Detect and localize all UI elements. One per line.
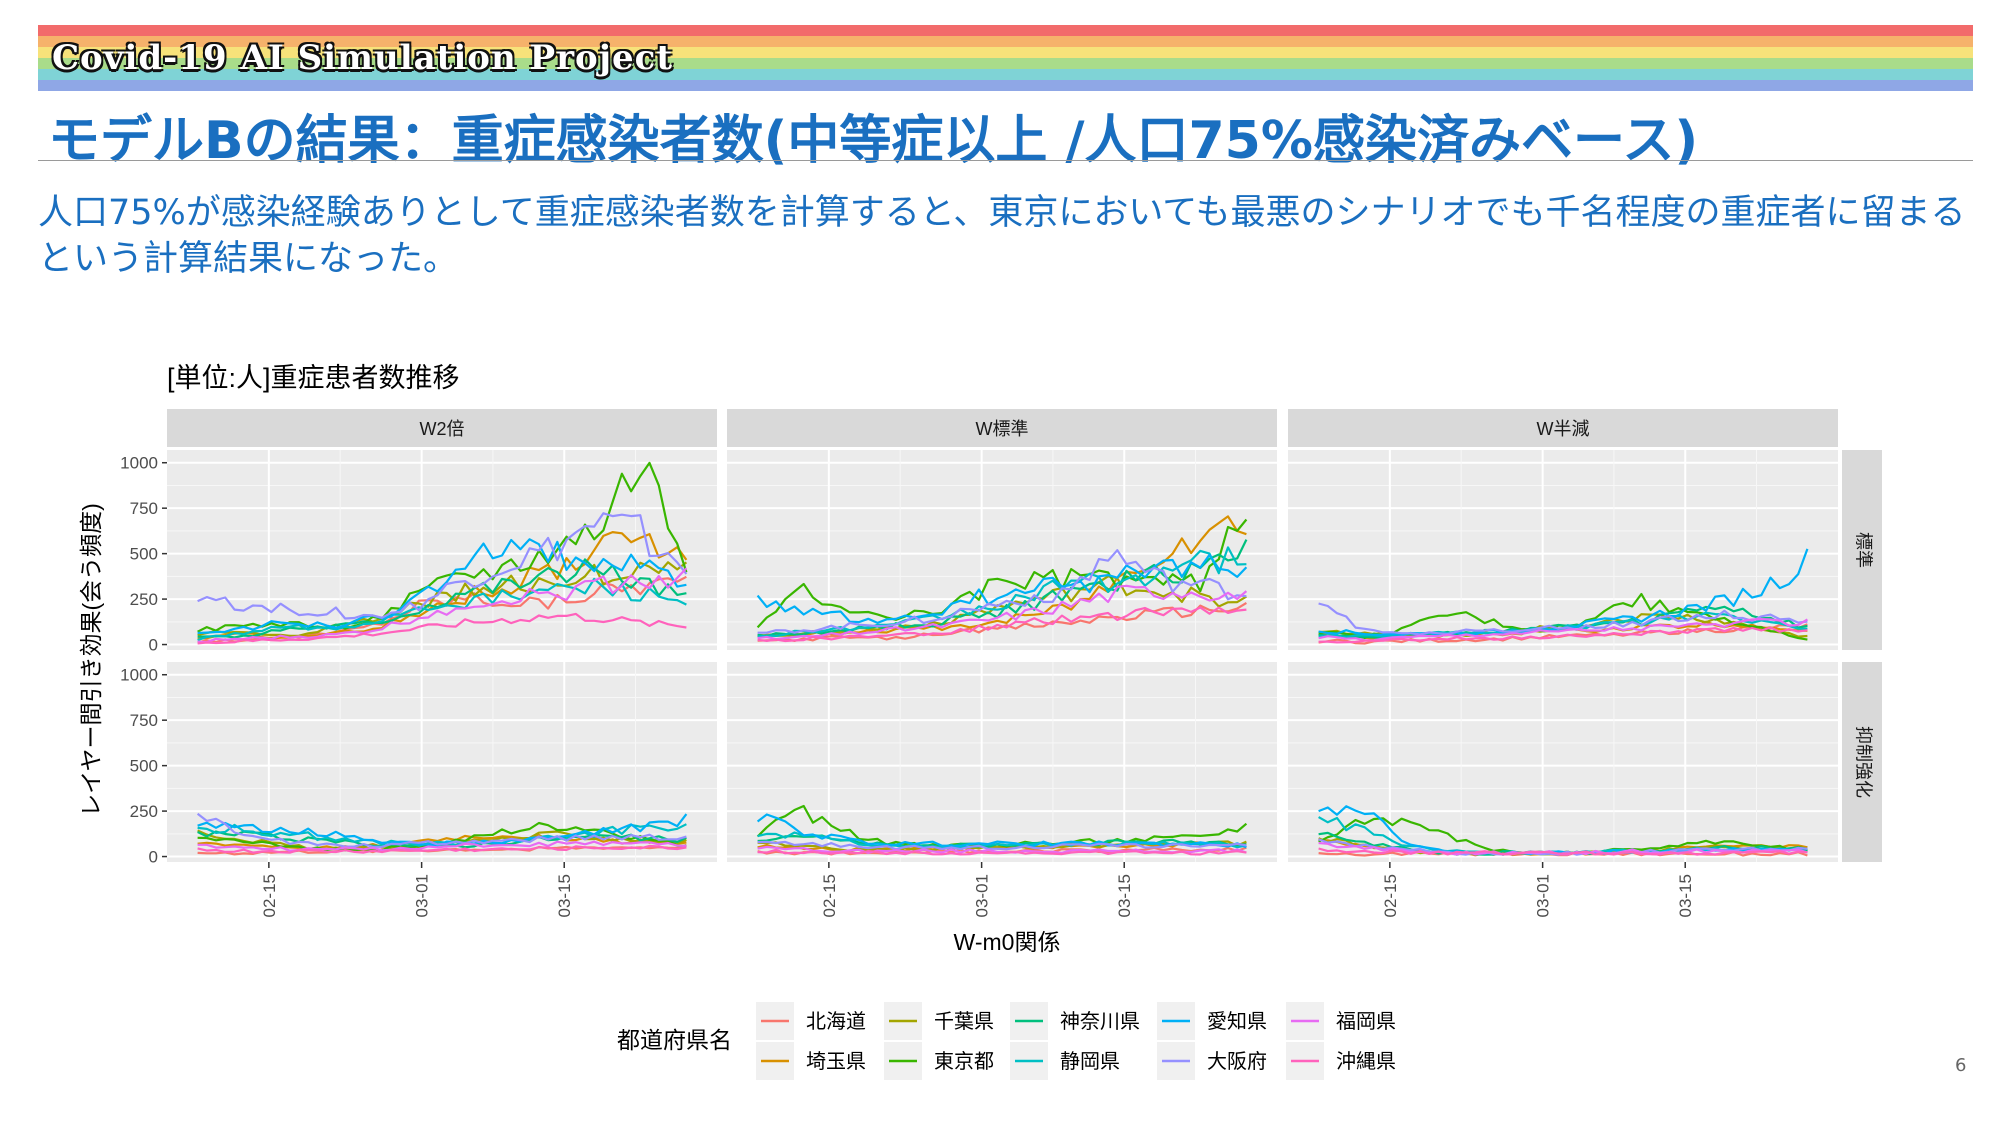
facet-label-column: W標準 <box>976 419 1029 439</box>
x-tick-label: 03-01 <box>973 874 992 917</box>
rainbow-stripe <box>38 69 1973 80</box>
panel-background <box>1288 450 1838 650</box>
series-line-大阪府 <box>196 812 687 848</box>
project-title: Covid-19 AI Simulation Project <box>52 38 674 78</box>
series-line-沖縄県 <box>1318 847 1808 856</box>
y-tick-label: 1000 <box>120 454 158 473</box>
x-axis-title: W-m0関係 <box>954 929 1061 955</box>
slide-title: モデルBの結果：重症感染者数(中等症以上 /人口75%感染済みベース) <box>48 111 1699 171</box>
panel-background <box>1288 662 1838 862</box>
legend-label: 東京都 <box>934 1050 994 1073</box>
facet-label-column: W半減 <box>1537 419 1590 439</box>
legend-label: 千葉県 <box>934 1010 994 1033</box>
y-tick-label: 0 <box>149 636 158 655</box>
y-tick-label: 750 <box>130 711 158 730</box>
rainbow-stripe <box>38 47 1973 58</box>
legend-label: 沖縄県 <box>1336 1050 1396 1073</box>
facet-strip-column <box>727 409 1277 447</box>
series-line-東京都 <box>197 461 688 633</box>
facet-strip-row <box>1842 662 1882 862</box>
series-line-沖縄県 <box>757 848 1247 856</box>
legend-label: 大阪府 <box>1207 1050 1267 1073</box>
facet-strip-column <box>167 409 717 447</box>
series-line-東京都 <box>756 518 1248 629</box>
series-line-沖縄県 <box>1318 626 1808 644</box>
body-text: 人口75%が感染経験ありとして重症感染者数を計算すると、東京においても最悪のシナ… <box>38 193 1966 279</box>
facet-strip-row <box>1842 450 1882 650</box>
series-line-沖縄県 <box>757 606 1247 643</box>
rainbow-banner <box>38 25 1973 91</box>
x-tick-label: 03-15 <box>1676 874 1695 917</box>
series-line-大阪府 <box>197 512 688 620</box>
y-tick-label: 1000 <box>120 666 158 685</box>
x-tick-label: 02-15 <box>260 874 279 917</box>
panel-background <box>167 450 717 650</box>
x-tick-label: 03-15 <box>555 874 574 917</box>
facet-strip-column <box>1288 409 1838 447</box>
series-line-沖縄県 <box>197 844 687 854</box>
y-tick-label: 0 <box>149 848 158 867</box>
legend-label: 静岡県 <box>1060 1050 1120 1073</box>
x-tick-label: 03-15 <box>1115 874 1134 917</box>
legend-label: 神奈川県 <box>1060 1010 1140 1033</box>
series-line-静岡県 <box>757 831 1247 849</box>
chart-title: [単位:人]重症患者数推移 <box>167 363 460 393</box>
series-line-千葉県 <box>197 561 688 638</box>
x-tick-label: 02-15 <box>820 874 839 917</box>
panel-background <box>727 662 1277 862</box>
series-line-静岡県 <box>197 577 687 642</box>
series-line-福岡県 <box>1318 617 1808 642</box>
series-line-大阪府 <box>1318 602 1808 636</box>
y-tick-label: 250 <box>130 802 158 821</box>
facet-label-column: W2倍 <box>420 419 465 439</box>
legend-label: 埼玉県 <box>806 1050 866 1073</box>
series-line-大阪府 <box>757 549 1247 634</box>
y-tick-label: 500 <box>130 757 158 776</box>
legend-label: 福岡県 <box>1336 1010 1396 1033</box>
series-line-大阪府 <box>757 840 1247 851</box>
facet-label-row: 抑制強化 <box>1853 726 1873 798</box>
series-line-沖縄県 <box>197 612 687 645</box>
x-tick-label: 02-15 <box>1381 874 1400 917</box>
y-axis-title: レイヤー間引き効果(会う頻度) <box>78 503 104 817</box>
y-tick-label: 500 <box>130 545 158 564</box>
rainbow-stripe <box>38 25 1973 36</box>
series-line-埼玉県 <box>197 530 688 640</box>
y-tick-label: 750 <box>130 499 158 518</box>
series-line-神奈川県 <box>197 558 687 639</box>
series-line-愛知県 <box>756 553 1248 625</box>
rainbow-stripe <box>38 80 1973 91</box>
x-tick-label: 03-01 <box>413 874 432 917</box>
page-number: 6 <box>1955 1055 1967 1076</box>
series-line-福岡県 <box>757 584 1248 641</box>
rainbow-stripe <box>38 36 1973 47</box>
rainbow-stripe <box>38 58 1973 69</box>
legend-title: 都道府県名 <box>617 1027 732 1053</box>
series-line-千葉県 <box>757 575 1247 637</box>
legend-label: 北海道 <box>806 1010 866 1033</box>
facet-label-row: 標準 <box>1853 532 1873 568</box>
legend-label: 愛知県 <box>1207 1010 1267 1033</box>
series-line-福岡県 <box>197 567 688 644</box>
series-line-福岡県 <box>197 840 687 852</box>
x-tick-label: 03-01 <box>1534 874 1553 917</box>
y-tick-label: 250 <box>130 590 158 609</box>
series-line-愛知県 <box>197 538 687 635</box>
title-divider <box>38 160 1973 161</box>
